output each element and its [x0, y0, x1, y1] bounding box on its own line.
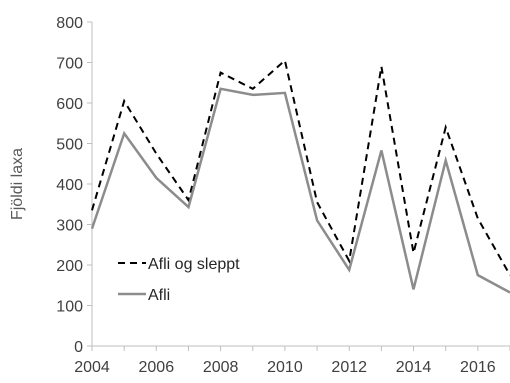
x-tick-label: 2010: [267, 359, 303, 376]
x-tick-label: 2004: [74, 359, 110, 376]
x-tick-label: 2016: [460, 359, 496, 376]
y-tick-label: 300: [56, 218, 83, 235]
x-tick-label: 2006: [139, 359, 175, 376]
y-tick-label: 800: [56, 15, 83, 32]
legend: Afli og sleppt Afli: [118, 256, 240, 304]
y-axis-title: Fjöldi laxa: [9, 148, 26, 220]
x-tick-label: 2014: [396, 359, 432, 376]
x-tick-label: 2008: [203, 359, 239, 376]
y-axis: 0 100 200 300 400 500 600 700 800: [56, 15, 93, 356]
y-tick-labels: 0 100 200 300 400 500 600 700 800: [56, 15, 92, 356]
series-line-2: [90, 87, 510, 294]
y-tick-label: 700: [56, 56, 83, 73]
legend-label: Afli og sleppt: [148, 256, 240, 273]
y-tick-label: 400: [56, 177, 83, 194]
y-tick-label: 200: [56, 258, 83, 275]
y-tick-label: 0: [74, 339, 83, 356]
x-tick-label: 2012: [331, 359, 367, 376]
y-tick-label: 600: [56, 96, 83, 113]
legend-label: Afli: [148, 287, 170, 304]
x-axis: 2004 2006 2008 2010 2012 2014 2016: [74, 345, 510, 376]
y-tick-label: 500: [56, 137, 83, 154]
series-line-1: [91, 58, 510, 276]
x-tick-labels: 2004 2006 2008 2010 2012 2014 2016: [74, 346, 510, 376]
y-tick-label: 100: [56, 299, 83, 316]
